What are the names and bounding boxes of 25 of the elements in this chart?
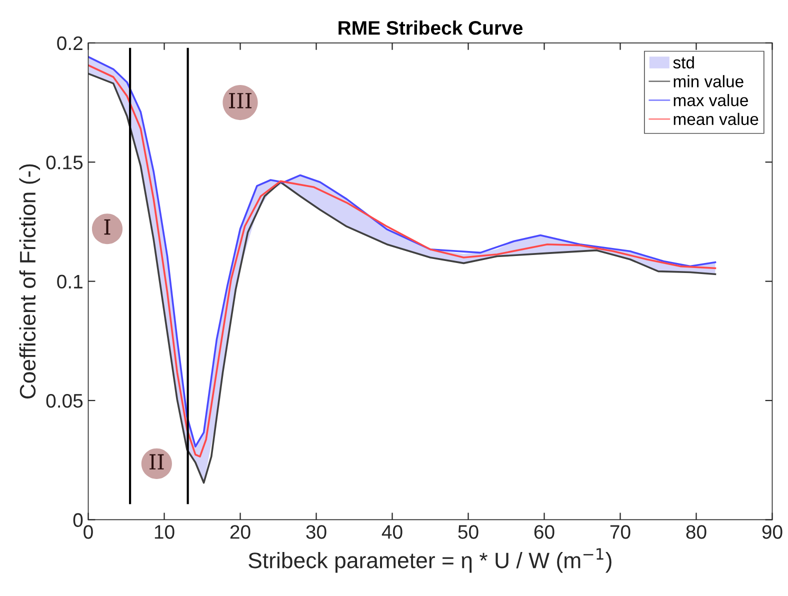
legend-label: mean value	[674, 112, 758, 126]
x-tick-label: 80	[686, 525, 706, 539]
annotation: II	[150, 454, 164, 470]
legend-label: min value	[674, 75, 744, 88]
x-tick-label: 30	[306, 525, 326, 539]
annotation: I	[104, 219, 110, 235]
x-tick-label: 90	[762, 525, 782, 539]
x-tick-label: 20	[230, 525, 250, 539]
y-axis-title: Coefficient of Friction (-)	[19, 164, 40, 399]
x-tick-label: 60	[534, 525, 554, 539]
legend-label: max value	[674, 94, 748, 106]
y-tick-label: 0.05	[46, 394, 83, 408]
x-tick-label: 50	[458, 525, 478, 539]
y-tick-label: 0.1	[57, 274, 82, 289]
y-tick-label: 0.2	[57, 36, 82, 50]
chart-title: RME Stribeck Curve	[338, 20, 523, 35]
annotation: III	[229, 93, 252, 108]
y-tick-label: 0	[73, 513, 83, 527]
x-tick-label: 40	[382, 525, 402, 539]
x-tick-label: 0	[84, 525, 93, 539]
x-axis-title: Stribeck parameter = η * U / W (m$^{−1}$)	[248, 548, 612, 573]
x-tick-label: 70	[610, 525, 630, 539]
x-tick-label: 10	[154, 525, 174, 539]
legend-label: std	[673, 56, 694, 68]
y-tick-label: 0.15	[46, 156, 83, 170]
